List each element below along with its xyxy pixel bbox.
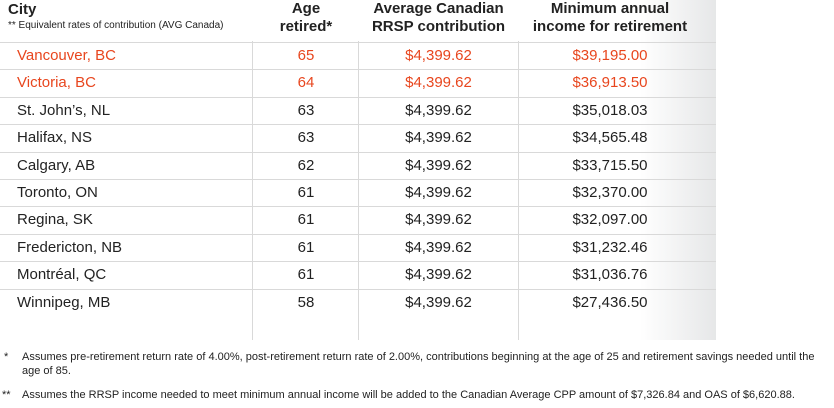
cell-city: Victoria, BC (17, 74, 96, 91)
column-header-city-note: ** Equivalent rates of contribution (AVG… (8, 20, 224, 31)
column-header-income-line2: income for retirement (532, 18, 688, 35)
row-divider (0, 97, 716, 98)
footnote-mark: ** (2, 389, 11, 401)
column-header-rrsp-line2: RRSP contribution (371, 18, 506, 35)
column-divider (518, 41, 519, 340)
column-header-city: City (8, 1, 37, 18)
column-header-income-line1: Minimum annual (550, 0, 670, 17)
column-header-rrsp: Average Canadian RRSP contribution (360, 0, 517, 36)
cell-rrsp: $4,399.62 (405, 47, 472, 64)
cell-income: $31,036.76 (572, 266, 648, 283)
cell-city: Toronto, ON (17, 184, 98, 201)
cell-rrsp: $4,399.62 (405, 239, 472, 256)
row-divider (0, 42, 716, 43)
cell-income: $27,436.50 (572, 294, 648, 311)
cell-income: $32,370.00 (572, 184, 648, 201)
cell-age: 65 (297, 47, 315, 64)
row-divider (0, 152, 716, 153)
cell-rrsp: $4,399.62 (405, 157, 472, 174)
cell-age: 61 (297, 266, 315, 283)
cell-city: St. John’s, NL (17, 102, 111, 119)
cell-age: 58 (297, 294, 315, 311)
column-header-rrsp-line1: Average Canadian (373, 0, 504, 17)
cell-rrsp: $4,399.62 (405, 102, 472, 119)
cell-age: 63 (297, 102, 315, 119)
cell-city: Halifax, NS (17, 129, 93, 146)
cell-income: $33,715.50 (572, 157, 648, 174)
footnote-mark: * (4, 351, 9, 363)
cell-income: $34,565.48 (572, 129, 648, 146)
cell-city: Winnipeg, MB (17, 294, 111, 311)
cell-income: $35,018.03 (572, 102, 648, 119)
row-divider (0, 289, 716, 290)
footnote-text: Assumes the RRSP income needed to meet m… (22, 389, 795, 401)
row-divider (0, 206, 716, 207)
column-header-age-line2: retired* (279, 18, 333, 35)
cell-city: Fredericton, NB (17, 239, 123, 256)
cell-rrsp: $4,399.62 (405, 266, 472, 283)
cell-city: Montréal, QC (17, 266, 107, 283)
cell-age: 61 (297, 184, 315, 201)
row-divider (0, 261, 716, 262)
cell-age: 62 (297, 157, 315, 174)
cell-city: Vancouver, BC (17, 47, 116, 64)
column-header-income: Minimum annual income for retirement (520, 0, 700, 36)
cell-income: $36,913.50 (572, 74, 648, 91)
cell-age: 64 (297, 74, 315, 91)
cell-city: Regina, SK (17, 211, 93, 228)
cell-age: 63 (297, 129, 315, 146)
cell-rrsp: $4,399.62 (405, 74, 472, 91)
retirement-table: City ** Equivalent rates of contribution… (0, 0, 716, 340)
footnote-text: Assumes pre-retirement return rate of 4.… (22, 351, 815, 377)
row-divider (0, 69, 716, 70)
cell-rrsp: $4,399.62 (405, 211, 472, 228)
cell-income: $32,097.00 (572, 211, 648, 228)
cell-age: 61 (297, 211, 315, 228)
cell-income: $39,195.00 (572, 47, 648, 64)
row-divider (0, 234, 716, 235)
cell-income: $31,232.46 (572, 239, 648, 256)
cell-rrsp: $4,399.62 (405, 184, 472, 201)
row-divider (0, 124, 716, 125)
cell-rrsp: $4,399.62 (405, 294, 472, 311)
column-divider (358, 41, 359, 340)
cell-age: 61 (297, 239, 315, 256)
column-divider (252, 41, 253, 340)
row-divider (0, 179, 716, 180)
column-header-age: Age retired* (258, 0, 354, 36)
cell-city: Calgary, AB (17, 157, 96, 174)
cell-rrsp: $4,399.62 (405, 129, 472, 146)
column-header-age-line1: Age (291, 0, 321, 17)
